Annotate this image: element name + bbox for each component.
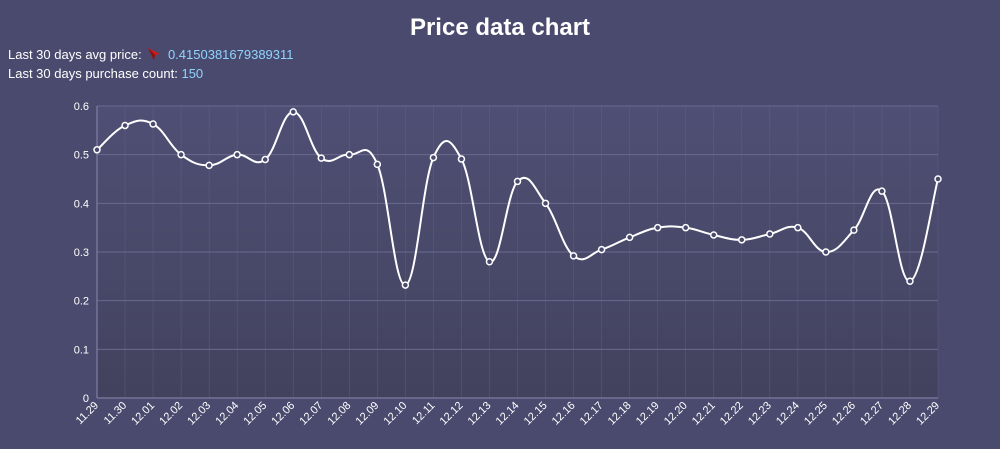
purchase-count-value: 150 — [181, 66, 204, 81]
down-arrow-icon — [148, 48, 161, 60]
data-point[interactable] — [653, 223, 662, 232]
y-tick-label: 0.4 — [74, 198, 89, 210]
purchase-count-line: Last 30 days purchase count: 150 — [8, 66, 203, 81]
avg-price-value: 0.4150381679389311 — [167, 47, 294, 62]
data-point[interactable] — [429, 153, 438, 162]
x-tick-label: 12.11 — [410, 400, 437, 427]
data-point[interactable] — [738, 236, 746, 244]
y-tick-label: 0.3 — [74, 247, 89, 259]
data-point[interactable] — [625, 233, 634, 242]
avg-price-line: Last 30 days avg price: 0.41503816793893… — [8, 47, 294, 62]
x-tick-label: 12.08 — [325, 400, 353, 428]
data-point[interactable] — [345, 150, 354, 159]
data-point[interactable] — [177, 150, 185, 159]
x-tick-label: 12.18 — [606, 400, 634, 428]
data-point[interactable] — [401, 281, 410, 289]
x-tick-label: 12.23 — [746, 400, 774, 428]
data-point[interactable] — [569, 252, 578, 260]
x-tick-label: 12.06 — [269, 400, 297, 428]
x-tick-label: 12.09 — [354, 400, 382, 428]
data-point[interactable] — [289, 108, 297, 116]
data-point[interactable] — [233, 150, 241, 159]
x-tick-label: 12.15 — [522, 400, 550, 428]
data-point[interactable] — [373, 160, 382, 169]
x-tick-label: 12.16 — [550, 400, 578, 428]
x-tick-label: 12.27 — [858, 400, 886, 428]
x-tick-label: 12.14 — [494, 400, 522, 428]
data-point[interactable] — [149, 120, 157, 128]
data-point[interactable] — [766, 230, 774, 238]
x-tick-label: 12.19 — [634, 400, 662, 428]
data-point[interactable] — [934, 175, 942, 183]
x-tick-label: 12.17 — [578, 400, 606, 428]
data-point[interactable] — [457, 155, 466, 163]
x-tick-label: 12.12 — [438, 400, 466, 428]
data-point[interactable] — [513, 177, 522, 186]
x-tick-label: 12.10 — [382, 400, 410, 428]
data-point[interactable] — [121, 121, 129, 130]
data-point[interactable] — [541, 199, 550, 208]
x-tick-label: 12.20 — [662, 400, 690, 428]
data-point[interactable] — [485, 257, 494, 266]
x-tick-label: 12.02 — [157, 400, 185, 428]
purchase-count-label: Last 30 days purchase count: — [8, 66, 178, 81]
data-point[interactable] — [709, 231, 718, 239]
data-point[interactable] — [261, 155, 269, 164]
data-point[interactable] — [317, 154, 326, 162]
data-point[interactable] — [205, 161, 213, 170]
y-tick-label: 0.1 — [74, 344, 89, 356]
x-tick-label: 12.22 — [718, 400, 746, 428]
x-tick-label: 12.07 — [297, 400, 325, 428]
price-series-line — [96, 110, 939, 287]
x-tick-label: 11.29 — [74, 400, 101, 427]
x-tick-label: 12.01 — [129, 400, 157, 428]
y-tick-label: 0.6 — [74, 101, 89, 113]
data-point[interactable] — [681, 223, 690, 232]
avg-price-label: Last 30 days avg price: — [8, 47, 142, 62]
x-tick-label: 12.26 — [830, 400, 858, 428]
x-tick-label: 11.30 — [102, 400, 129, 427]
y-tick-label: 0 — [83, 393, 89, 405]
x-tick-label: 12.05 — [241, 400, 269, 428]
x-tick-label: 12.28 — [886, 400, 914, 428]
data-point[interactable] — [597, 245, 606, 254]
data-point[interactable] — [822, 248, 830, 256]
x-tick-label: 12.29 — [914, 400, 942, 428]
data-point[interactable] — [794, 223, 802, 232]
x-tick-label: 12.03 — [185, 400, 213, 428]
data-point[interactable] — [906, 277, 914, 285]
x-tick-label: 12.04 — [213, 400, 241, 428]
x-tick-label: 12.25 — [802, 400, 830, 428]
y-tick-label: 0.5 — [74, 150, 89, 162]
data-point[interactable] — [850, 226, 858, 234]
x-tick-label: 12.13 — [466, 400, 494, 428]
data-point[interactable] — [93, 146, 101, 154]
chart-title: Price data chart — [409, 14, 591, 41]
y-tick-label: 0.2 — [74, 296, 89, 308]
x-tick-label: 12.24 — [774, 400, 802, 428]
data-point[interactable] — [878, 187, 886, 195]
x-tick-label: 12.21 — [690, 400, 718, 428]
